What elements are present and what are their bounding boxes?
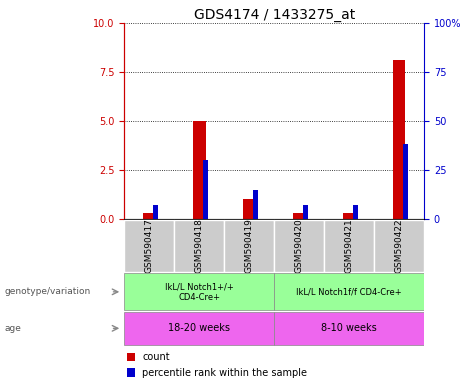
Bar [243, 199, 255, 219]
Text: GSM590417: GSM590417 [145, 218, 154, 273]
Text: GSM590422: GSM590422 [395, 218, 404, 273]
Bar [353, 205, 358, 219]
Bar [193, 121, 206, 219]
Text: GSM590418: GSM590418 [195, 218, 204, 273]
FancyBboxPatch shape [324, 220, 374, 271]
Text: IkL/L Notch1+/+
CD4-Cre+: IkL/L Notch1+/+ CD4-Cre+ [165, 282, 234, 301]
Bar [127, 369, 135, 377]
Text: GSM590419: GSM590419 [245, 218, 254, 273]
FancyBboxPatch shape [225, 220, 274, 271]
Text: IkL/L Notch1f/f CD4-Cre+: IkL/L Notch1f/f CD4-Cre+ [296, 287, 402, 296]
Bar [343, 213, 355, 219]
Title: GDS4174 / 1433275_at: GDS4174 / 1433275_at [194, 8, 355, 22]
Bar [403, 144, 408, 219]
Bar [143, 213, 156, 219]
FancyBboxPatch shape [124, 273, 274, 310]
FancyBboxPatch shape [274, 273, 424, 310]
Text: GSM590421: GSM590421 [345, 218, 354, 273]
Text: age: age [5, 324, 22, 333]
Text: GSM590420: GSM590420 [295, 218, 304, 273]
FancyBboxPatch shape [124, 220, 174, 271]
FancyBboxPatch shape [274, 220, 324, 271]
Bar [293, 213, 306, 219]
Bar [253, 190, 258, 219]
Bar [127, 353, 135, 361]
FancyBboxPatch shape [274, 312, 424, 345]
Text: genotype/variation: genotype/variation [5, 287, 91, 296]
FancyBboxPatch shape [174, 220, 225, 271]
Bar [303, 205, 308, 219]
FancyBboxPatch shape [124, 312, 274, 345]
Bar [393, 60, 405, 219]
Text: count: count [142, 352, 170, 362]
Text: 18-20 weeks: 18-20 weeks [168, 323, 230, 333]
FancyBboxPatch shape [374, 220, 424, 271]
Text: percentile rank within the sample: percentile rank within the sample [142, 368, 307, 378]
Bar [154, 205, 159, 219]
Bar [203, 160, 208, 219]
Text: 8-10 weeks: 8-10 weeks [321, 323, 377, 333]
